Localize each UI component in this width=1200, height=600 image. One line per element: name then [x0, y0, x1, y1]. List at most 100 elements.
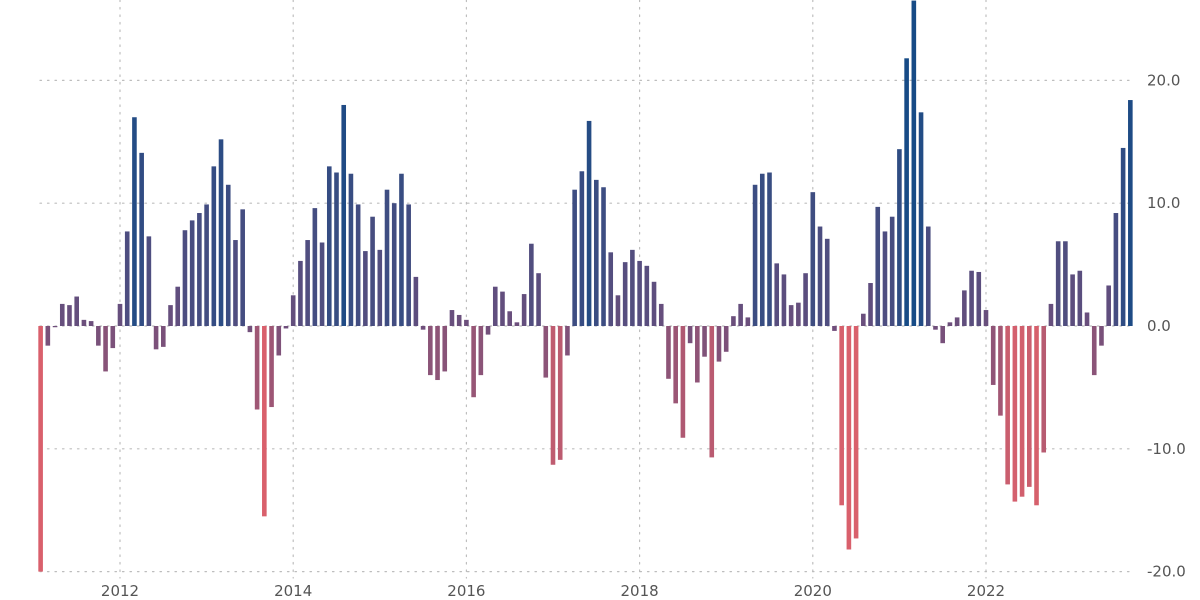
bar	[673, 326, 678, 404]
bar	[449, 310, 455, 326]
bar	[211, 166, 217, 326]
bar	[695, 326, 700, 383]
bar	[1113, 213, 1119, 326]
x-tick-label: 2012	[101, 582, 139, 600]
bar	[839, 326, 844, 506]
bar	[153, 326, 159, 350]
y-axis-tick-labels: 20.0 10.0 0.0 -10.0 -20.0	[1147, 71, 1186, 580]
bar	[774, 263, 780, 326]
bar	[399, 173, 404, 326]
bar	[608, 252, 614, 326]
bar	[168, 305, 173, 326]
bar	[565, 326, 570, 356]
bar	[1055, 241, 1061, 326]
bar	[925, 226, 931, 326]
y-tick-label: -20.0	[1147, 563, 1186, 581]
bar	[420, 326, 426, 330]
bar	[218, 139, 224, 326]
bar	[788, 305, 794, 326]
bar	[247, 326, 253, 333]
bar	[810, 192, 816, 326]
bar	[146, 236, 152, 326]
bar	[666, 326, 671, 379]
bar	[319, 242, 325, 326]
bar	[59, 303, 65, 326]
bar	[601, 187, 606, 326]
bar	[514, 322, 520, 326]
bar	[868, 283, 873, 326]
bar	[175, 286, 181, 326]
bar	[846, 326, 852, 550]
bar	[1120, 147, 1126, 326]
bar	[594, 179, 599, 326]
bar	[752, 184, 758, 326]
bar	[456, 314, 462, 326]
bar	[38, 326, 43, 572]
bar	[550, 326, 556, 465]
bar	[96, 326, 101, 346]
bar	[889, 216, 895, 326]
bar	[702, 326, 707, 357]
bar	[1128, 100, 1133, 326]
bar	[572, 189, 577, 326]
x-tick-label: 2020	[794, 582, 832, 600]
bar	[904, 58, 909, 327]
bar	[745, 317, 751, 326]
bar	[1048, 303, 1054, 326]
bar	[1034, 326, 1039, 506]
bar	[1019, 326, 1025, 497]
bar	[507, 311, 512, 326]
bar	[240, 209, 245, 326]
bar	[269, 326, 274, 408]
bar	[110, 326, 116, 349]
bar	[969, 270, 974, 326]
bar	[182, 230, 188, 326]
bar	[983, 310, 989, 326]
bar	[81, 319, 87, 326]
bar	[370, 216, 375, 326]
bar	[824, 238, 830, 326]
bar	[52, 326, 58, 328]
y-tick-label: 10.0	[1147, 194, 1180, 212]
bar	[298, 260, 303, 326]
bar	[406, 204, 411, 326]
bar	[644, 265, 650, 326]
bar	[103, 326, 108, 372]
bar	[117, 303, 123, 326]
bar	[225, 184, 231, 326]
bar	[471, 326, 476, 398]
bar	[918, 112, 924, 326]
bar	[290, 295, 296, 326]
bar	[377, 249, 383, 326]
bar	[521, 294, 527, 326]
bar	[658, 303, 664, 326]
bar	[947, 322, 953, 326]
bar	[1084, 312, 1090, 326]
bar	[1012, 326, 1018, 502]
bar	[233, 240, 238, 326]
bar	[861, 313, 866, 326]
bar	[738, 303, 743, 326]
bar	[1041, 326, 1047, 453]
bar	[1063, 241, 1068, 326]
bar	[1005, 326, 1010, 485]
bar	[832, 326, 837, 331]
bar	[124, 231, 130, 326]
bar	[435, 326, 440, 381]
bar	[962, 290, 967, 326]
bar	[74, 296, 79, 326]
bar	[254, 326, 260, 410]
bar	[283, 326, 289, 329]
bar	[1077, 270, 1083, 326]
x-axis-tick-labels: 2012 2014 2016 2018 2020 2022	[101, 582, 1005, 600]
bar	[428, 326, 433, 376]
bar	[759, 173, 765, 326]
bar	[1099, 326, 1104, 346]
bar	[637, 260, 642, 326]
bar	[875, 206, 881, 326]
bar	[413, 276, 419, 326]
bar	[976, 271, 982, 326]
x-gridlines	[119, 0, 987, 579]
x-tick-label: 2014	[274, 582, 312, 600]
bar	[276, 326, 282, 356]
